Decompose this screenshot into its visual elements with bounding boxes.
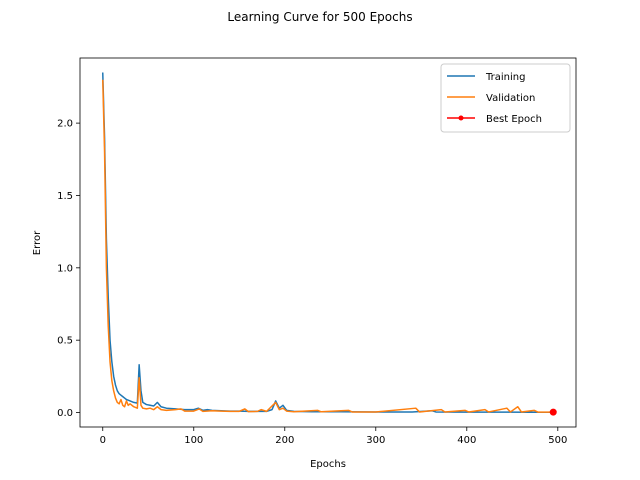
x-tick-label: 300 xyxy=(366,435,385,446)
x-tick-label: 200 xyxy=(275,435,294,446)
validation-line xyxy=(102,79,554,413)
y-tick-label: 1.5 xyxy=(57,191,73,202)
x-tick-label: 400 xyxy=(457,435,476,446)
x-tick-label: 500 xyxy=(548,435,567,446)
x-tick-label: 100 xyxy=(184,435,203,446)
series-layer xyxy=(102,72,557,416)
legend-training-label: Training xyxy=(485,72,525,83)
legend-box xyxy=(440,63,571,133)
chart-title: Learning Curve for 500 Epochs xyxy=(227,10,412,24)
x-axis: 0 100 200 300 400 500 xyxy=(100,427,567,446)
legend-best-epoch-label: Best Epoch xyxy=(486,114,542,125)
legend-validation-label: Validation xyxy=(486,93,535,104)
y-tick-label: 0.5 xyxy=(57,336,73,347)
legend: Training Validation Best Epoch xyxy=(440,63,571,133)
y-tick-label: 2.0 xyxy=(57,119,73,130)
plot-frame xyxy=(79,57,577,428)
best-epoch-marker xyxy=(549,408,557,416)
y-tick-label: 0.0 xyxy=(57,408,73,419)
legend-best-epoch-marker xyxy=(458,115,464,121)
y-axis: 0.0 0.5 1.0 1.5 2.0 xyxy=(57,119,80,419)
x-tick-label: 0 xyxy=(100,435,106,446)
x-axis-label: Epochs xyxy=(310,459,346,470)
y-axis-label: Error xyxy=(32,230,43,255)
y-tick-label: 1.0 xyxy=(57,263,73,274)
